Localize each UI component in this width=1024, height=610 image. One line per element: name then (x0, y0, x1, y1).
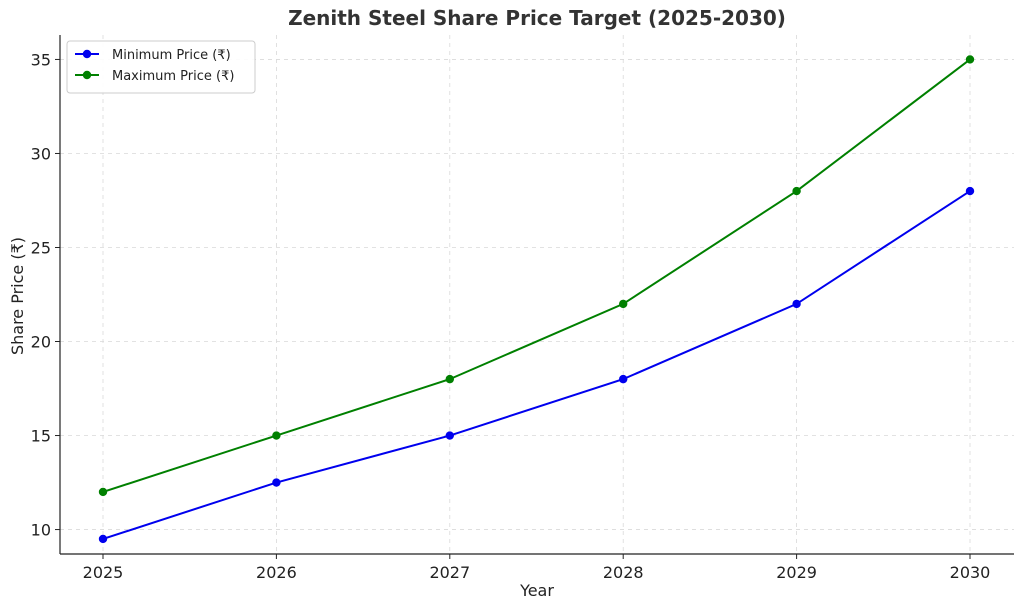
minimum-price-point (965, 186, 975, 196)
grid (60, 35, 1014, 554)
legend-item-minimum-price: Minimum Price (₹) (75, 48, 231, 63)
minimum-price-point (792, 299, 801, 309)
maximum-price-point (445, 374, 454, 384)
series-layer (98, 55, 975, 544)
maximum-price-point (272, 431, 281, 440)
maximum-price-point (619, 299, 628, 309)
x-tick-label: 2028 (603, 563, 644, 582)
x-tick-label: 2029 (776, 563, 817, 582)
maximum-price-series (98, 55, 975, 497)
minimum-price-line (102, 190, 971, 540)
legend-box (66, 40, 256, 94)
legend-label: Minimum Price (₹) (112, 48, 231, 63)
maximum-price-line (102, 58, 971, 493)
legend-swatch-marker (82, 70, 92, 80)
maximum-price-point (792, 186, 801, 196)
maximum-price-point (98, 487, 108, 497)
legend-swatch-marker (82, 49, 92, 59)
y-tick-label: 25 (31, 238, 51, 257)
y-tick-label: 35 (31, 50, 51, 69)
minimum-price-series (98, 186, 975, 544)
minimum-price-point (272, 478, 281, 487)
x-tick-label: 2030 (950, 563, 991, 582)
maximum-price-point (965, 55, 975, 64)
y-tick-label: 15 (31, 427, 51, 446)
legend-label: Maximum Price (₹) (112, 69, 234, 84)
y-tick-label: 20 (31, 333, 51, 352)
legend: Minimum Price (₹) Maximum Price (₹) (66, 40, 256, 94)
minimum-price-point (98, 534, 108, 544)
x-tick-label: 2025 (83, 563, 124, 582)
chart-title: Zenith Steel Share Price Target (2025-20… (288, 6, 786, 30)
x-axis-label: Year (519, 581, 554, 600)
minimum-price-point (619, 374, 628, 384)
y-axis-label: Share Price (₹) (8, 237, 27, 355)
legend-item-maximum-price: Maximum Price (₹) (75, 69, 234, 84)
y-tick-label: 10 (31, 521, 51, 540)
y-tick-label: 30 (31, 144, 51, 163)
x-tick-label: 2027 (429, 563, 470, 582)
x-tick-label: 2026 (256, 563, 297, 582)
minimum-price-point (445, 431, 454, 440)
